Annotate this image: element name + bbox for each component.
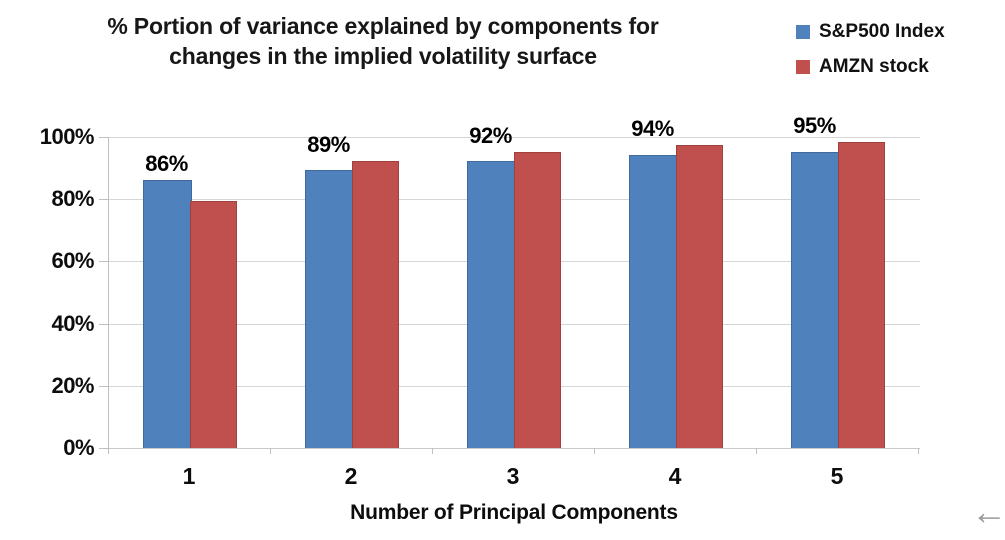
legend-color-swatch xyxy=(796,25,810,39)
bar-group: 94% xyxy=(594,116,756,448)
y-axis-tick xyxy=(99,448,108,449)
gridline xyxy=(108,448,920,449)
bar-group: 92% xyxy=(432,123,594,448)
y-axis-tick xyxy=(99,261,108,263)
x-axis-category-label: 3 xyxy=(506,463,520,489)
bar-amzn-stock xyxy=(838,142,885,448)
bar-s-p500-index xyxy=(791,151,840,448)
chart-title: % Portion of variance explained by compo… xyxy=(0,11,766,71)
x-axis-category-label: 4 xyxy=(668,463,682,489)
bar-value-label: 94% xyxy=(631,116,674,142)
bar-amzn-stock xyxy=(190,201,237,448)
y-axis-tick xyxy=(99,137,108,138)
bar-s-p500-index xyxy=(467,160,516,448)
x-axis-tick xyxy=(108,448,109,454)
bar-amzn-stock xyxy=(676,145,723,448)
x-axis-tick xyxy=(432,448,433,454)
y-axis-line xyxy=(108,137,109,454)
y-axis-tick xyxy=(99,385,108,387)
chart-legend: S&P500 Index AMZN stock xyxy=(796,21,945,78)
bar-group: 86% xyxy=(108,137,270,448)
x-axis-tick xyxy=(270,448,271,454)
y-axis-tick-label: 40% xyxy=(51,310,94,336)
bar-group: 89% xyxy=(270,132,432,448)
x-axis-tick xyxy=(918,448,919,454)
y-axis-tick xyxy=(99,199,108,201)
bar-value-label: 89% xyxy=(307,131,350,157)
legend-item: S&P500 Index xyxy=(796,21,945,43)
legend-label: AMZN stock xyxy=(819,56,929,77)
gridline xyxy=(108,137,920,138)
bar-s-p500-index xyxy=(143,179,192,448)
x-axis-tick xyxy=(756,448,757,454)
left-arrow-icon: ← xyxy=(971,491,1005,532)
x-axis-category-label: 5 xyxy=(830,463,844,489)
y-axis-tick-label: 80% xyxy=(51,186,94,212)
chart-title-line1: % Portion of variance explained by compo… xyxy=(107,13,659,39)
y-axis-tick xyxy=(99,323,108,325)
x-axis-category-label: 2 xyxy=(344,463,358,489)
x-axis-tick xyxy=(594,448,595,454)
bar-s-p500-index xyxy=(629,154,678,448)
bar-amzn-stock xyxy=(352,160,399,448)
bar-group: 95% xyxy=(756,113,918,448)
y-axis-tick-label: 20% xyxy=(51,372,94,398)
plot-area: 86% 89% 92% 94% 95% xyxy=(99,113,920,454)
bar-s-p500-index xyxy=(305,170,354,448)
legend-item: AMZN stock xyxy=(796,56,945,78)
bar-amzn-stock xyxy=(514,151,561,448)
bar-value-label: 86% xyxy=(145,150,188,176)
legend-label: S&P500 Index xyxy=(819,21,945,42)
y-axis-tick-label: 60% xyxy=(51,248,94,274)
bar-value-label: 95% xyxy=(793,113,836,139)
bar-value-label: 92% xyxy=(469,122,512,148)
x-axis-title: Number of Principal Components xyxy=(350,501,678,524)
x-axis-category-label: 1 xyxy=(182,463,196,489)
y-axis-tick-label: 100% xyxy=(39,124,95,149)
legend-color-swatch xyxy=(796,60,810,74)
y-axis-tick-label: 0% xyxy=(63,435,94,460)
chart-title-line2: changes in the implied volatility surfac… xyxy=(169,43,597,69)
